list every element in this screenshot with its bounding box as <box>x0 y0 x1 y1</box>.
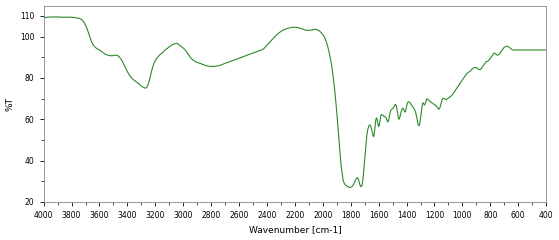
Y-axis label: %T: %T <box>6 97 15 111</box>
X-axis label: Wavenumber [cm-1]: Wavenumber [cm-1] <box>249 225 341 234</box>
